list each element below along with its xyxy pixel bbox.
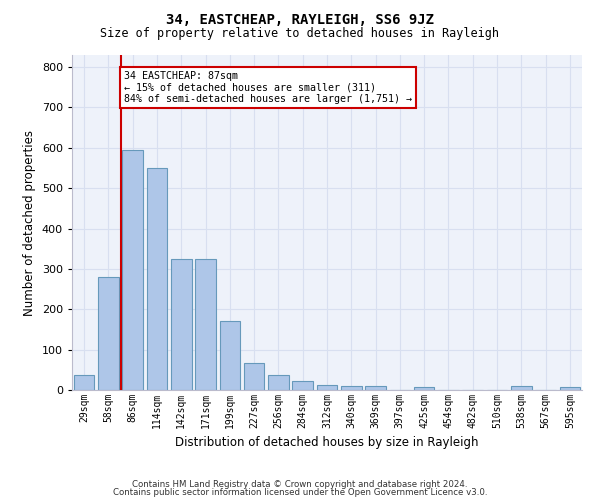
- Bar: [195, 259, 216, 390]
- Bar: [341, 386, 362, 390]
- Text: Contains HM Land Registry data © Crown copyright and database right 2024.: Contains HM Land Registry data © Crown c…: [132, 480, 468, 489]
- Bar: [317, 385, 337, 390]
- Bar: [244, 362, 265, 390]
- Bar: [220, 320, 240, 390]
- Text: 34 EASTCHEAP: 87sqm
← 15% of detached houses are smaller (311)
84% of semi-detac: 34 EASTCHEAP: 87sqm ← 15% of detached ho…: [124, 71, 412, 104]
- Bar: [292, 381, 313, 390]
- Text: Size of property relative to detached houses in Rayleigh: Size of property relative to detached ho…: [101, 28, 499, 40]
- Bar: [146, 168, 167, 390]
- Y-axis label: Number of detached properties: Number of detached properties: [23, 130, 36, 316]
- Bar: [365, 386, 386, 390]
- Bar: [268, 375, 289, 390]
- Bar: [74, 375, 94, 390]
- Bar: [414, 387, 434, 390]
- Bar: [560, 387, 580, 390]
- Bar: [122, 150, 143, 390]
- X-axis label: Distribution of detached houses by size in Rayleigh: Distribution of detached houses by size …: [175, 436, 479, 450]
- Text: 34, EASTCHEAP, RAYLEIGH, SS6 9JZ: 34, EASTCHEAP, RAYLEIGH, SS6 9JZ: [166, 12, 434, 26]
- Bar: [511, 386, 532, 390]
- Bar: [98, 277, 119, 390]
- Text: Contains public sector information licensed under the Open Government Licence v3: Contains public sector information licen…: [113, 488, 487, 497]
- Bar: [171, 259, 191, 390]
